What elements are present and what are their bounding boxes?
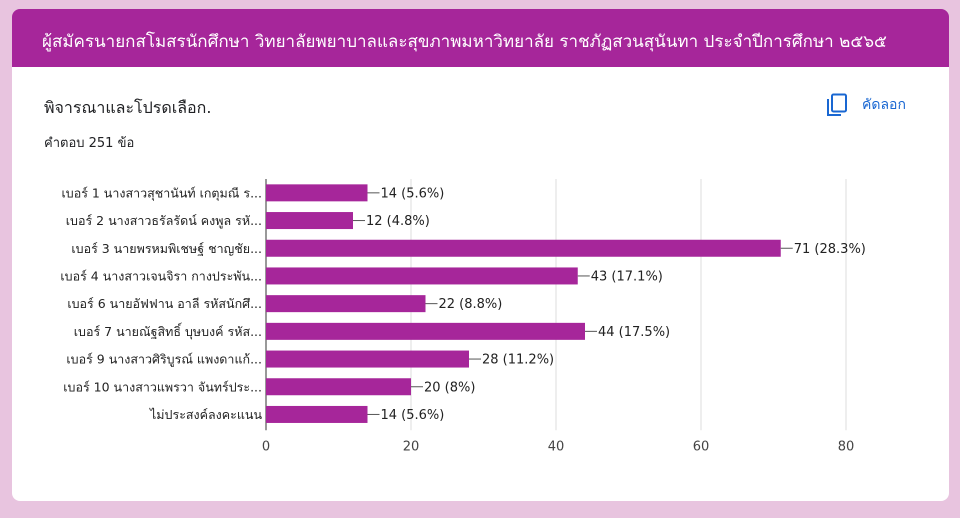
- bar-value-label: 14 (5.6%): [381, 186, 445, 201]
- x-tick-label: 80: [838, 439, 855, 454]
- category-label: เบอร์ 1 นางสาวสุชานันท์ เกตุมณี ร...: [61, 185, 262, 201]
- category-label: เบอร์ 2 นางสาวธรัลรัดน์ คงพูล รหั...: [66, 213, 262, 229]
- bar-value-label: 44 (17.5%): [598, 325, 670, 340]
- bar: [266, 350, 469, 368]
- bar: [266, 212, 353, 230]
- copy-button[interactable]: คัดลอก: [826, 92, 906, 118]
- copy-label: คัดลอก: [862, 97, 906, 113]
- question-title: พิจารณาและโปรดเลือก.: [44, 98, 212, 117]
- bar-value-label: 20 (8%): [424, 380, 475, 395]
- bar: [266, 322, 585, 340]
- x-tick-label: 60: [693, 439, 710, 454]
- x-tick-label: 20: [403, 439, 420, 454]
- category-label: เบอร์ 6 นายอัฟฟาน อาลี รหัสนักศึ...: [67, 296, 262, 311]
- bar: [266, 405, 368, 423]
- bar-value-label: 28 (11.2%): [482, 353, 554, 368]
- bar: [266, 267, 578, 285]
- form-title: ผู้สมัครนายกสโมสรนักศึกษา วิทยาลัยพยาบาล…: [42, 32, 887, 52]
- category-label: เบอร์ 7 นายณัฐสิทธิ์ บุษบงค์ รหัส...: [74, 322, 262, 340]
- bar-value-label: 71 (28.3%): [794, 242, 866, 257]
- copy-icon: [827, 93, 847, 116]
- category-label: เบอร์ 10 นางสาวแพรวา จันทร์ประ...: [63, 379, 262, 394]
- bar-value-label: 12 (4.8%): [366, 214, 430, 229]
- bar: [266, 239, 781, 257]
- response-count: คำตอบ 251 ข้อ: [44, 136, 135, 151]
- category-label: ไม่ประสงค์ลงคะแนน: [149, 407, 262, 422]
- category-label: เบอร์ 4 นางสาวเจนจิรา กางประพัน...: [60, 268, 262, 283]
- x-tick-label: 40: [548, 439, 565, 454]
- category-label: เบอร์ 3 นายพรหมพิเชษฐ์ ชาญชัย...: [71, 241, 262, 256]
- bar-value-label: 22 (8.8%): [439, 297, 503, 312]
- bar-value-label: 14 (5.6%): [381, 408, 445, 423]
- category-label: เบอร์ 9 นางสาวศิริบูรณ์ แพงดาแก้...: [66, 352, 262, 368]
- form-header: ผู้สมัครนายกสโมสรนักศึกษา วิทยาลัยพยาบาล…: [12, 9, 949, 67]
- bar: [266, 184, 368, 202]
- bar: [266, 295, 426, 313]
- bar-value-label: 43 (17.1%): [591, 269, 663, 284]
- x-tick-label: 0: [262, 439, 270, 454]
- bar: [266, 378, 411, 396]
